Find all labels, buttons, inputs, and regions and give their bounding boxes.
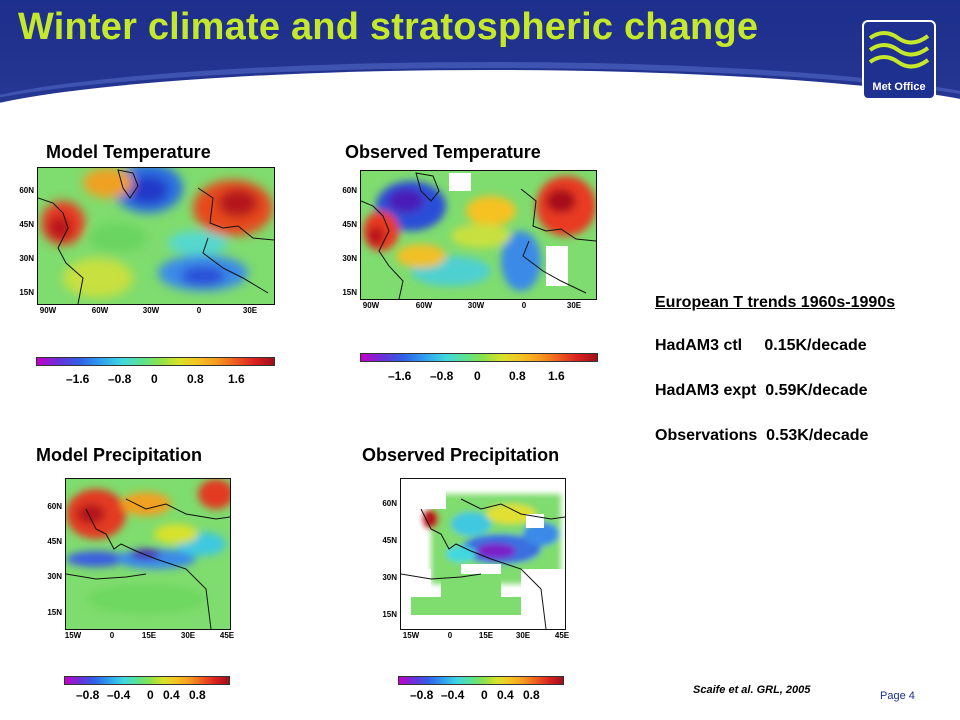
lat-label: 45N [382, 536, 397, 545]
met-office-logo: Met Office [862, 20, 936, 100]
trends-heading: European T trends 1960s-1990s [655, 294, 896, 311]
colorbar-tick: 0.8 [187, 372, 204, 386]
lon-label: 0 [109, 631, 115, 640]
colorbar-tick: –1.6 [66, 372, 90, 386]
colorbar-tick: –0.8 [108, 372, 132, 386]
observed-precipitation-title: Observed Precipitation [362, 445, 560, 465]
lat-label: 30N [47, 572, 62, 581]
lon-label: 45E [219, 631, 235, 640]
lon-label: 90W [39, 306, 57, 315]
colorbar-tick: –0.4 [107, 688, 131, 702]
colorbar-tick: –0.4 [441, 688, 465, 702]
lat-label: 60N [382, 499, 397, 508]
colorbar-tick: 0 [474, 369, 481, 383]
lon-label: 30E [566, 301, 582, 310]
colorbar-tick: 0.4 [497, 688, 514, 702]
lon-label: 90W [362, 301, 380, 310]
colorbar-tick: 1.6 [228, 372, 245, 386]
lon-label: 30E [242, 306, 258, 315]
lon-label: 0 [196, 306, 202, 315]
model-temperature-colorbar [36, 357, 275, 366]
citation: Scaife et al. GRL, 2005 [693, 684, 811, 696]
trend-row: Observations 0.53K/decade [655, 427, 869, 444]
lon-label: 30E [515, 631, 531, 640]
colorbar-tick: –0.8 [430, 369, 454, 383]
model-precipitation-colorbar [64, 676, 230, 685]
trend-row: HadAM3 expt 0.59K/decade [655, 382, 868, 399]
page-number: Page 4 [880, 690, 915, 702]
lat-label: 15N [382, 610, 397, 619]
colorbar-tick: 0.8 [523, 688, 540, 702]
colorbar-tick: –0.8 [410, 688, 434, 702]
lat-label: 15N [47, 608, 62, 617]
lon-label: 45E [554, 631, 570, 640]
slide-title: Winter climate and stratospheric change [18, 6, 759, 48]
colorbar-tick: 0.4 [163, 688, 180, 702]
observed-precipitation-map [400, 478, 566, 630]
colorbar-tick: 0 [481, 688, 488, 702]
lon-label: 0 [521, 301, 527, 310]
colorbar-tick: –0.8 [76, 688, 100, 702]
lon-label: 60W [91, 306, 109, 315]
trend-row: HadAM3 ctl 0.15K/decade [655, 337, 867, 354]
lon-label: 60W [415, 301, 433, 310]
observed-precipitation-colorbar [398, 676, 564, 685]
colorbar-tick: 0.8 [509, 369, 526, 383]
lat-label: 45N [19, 220, 34, 229]
colorbar-tick: –1.6 [388, 369, 412, 383]
observed-temperature-map [360, 170, 597, 300]
lat-label: 60N [19, 186, 34, 195]
colorbar-tick: 1.6 [548, 369, 565, 383]
lat-label: 30N [19, 254, 34, 263]
lon-label: 15E [141, 631, 157, 640]
colorbar-tick: 0 [147, 688, 154, 702]
lat-label: 45N [342, 220, 357, 229]
waves-icon [868, 31, 930, 69]
lon-label: 15W [64, 631, 82, 640]
lat-label: 15N [19, 288, 34, 297]
lon-label: 15E [478, 631, 494, 640]
model-precipitation-map [65, 478, 231, 630]
observed-temperature-colorbar [360, 353, 598, 362]
colorbar-tick: 0.8 [189, 688, 206, 702]
logo-text: Met Office [872, 81, 926, 93]
lat-label: 15N [342, 288, 357, 297]
slide-header: Winter climate and stratospheric change … [0, 0, 960, 130]
colorbar-tick: 0 [151, 372, 158, 386]
model-temperature-title: Model Temperature [46, 142, 211, 162]
header-swoosh-line [0, 62, 960, 130]
lat-label: 30N [382, 573, 397, 582]
lon-label: 30W [142, 306, 160, 315]
lon-label: 15W [402, 631, 420, 640]
lon-label: 0 [447, 631, 453, 640]
observed-temperature-title: Observed Temperature [345, 142, 541, 162]
lon-label: 30E [180, 631, 196, 640]
lon-label: 30W [467, 301, 485, 310]
lat-label: 60N [47, 502, 62, 511]
lat-label: 30N [342, 254, 357, 263]
model-temperature-map [37, 167, 275, 305]
lat-label: 60N [342, 186, 357, 195]
lat-label: 45N [47, 537, 62, 546]
model-precipitation-title: Model Precipitation [36, 445, 203, 465]
